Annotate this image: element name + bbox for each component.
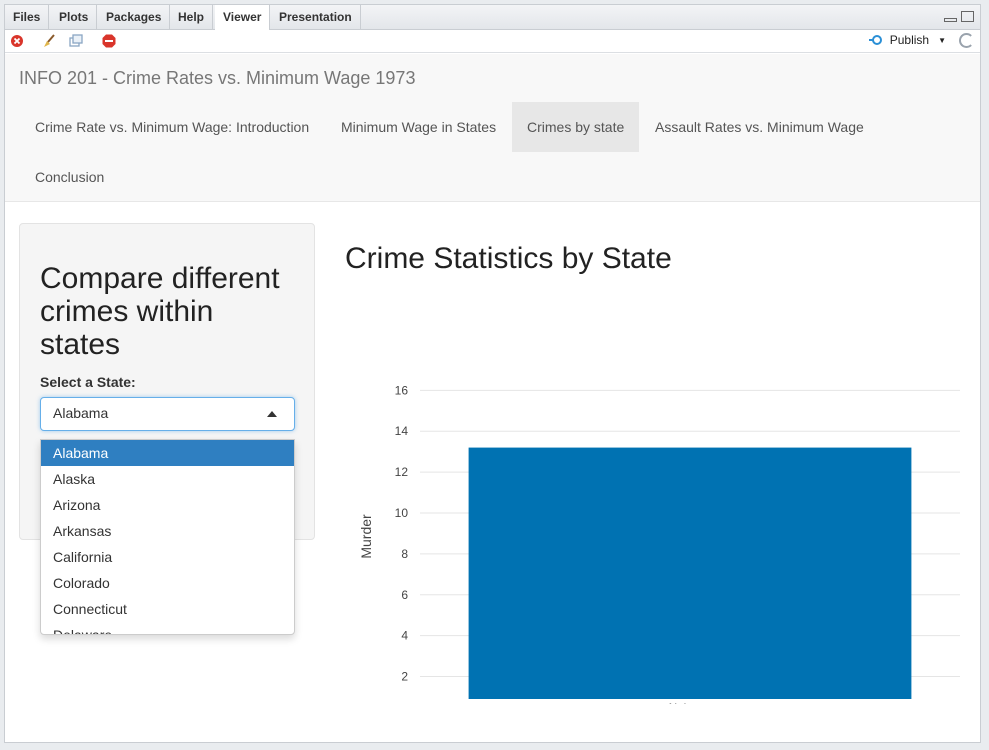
y-tick-label: 4: [401, 629, 408, 643]
dropdown-option[interactable]: Delaware: [53, 627, 113, 635]
tab-presentation[interactable]: Presentation: [271, 5, 361, 30]
y-tick-label: 10: [395, 506, 409, 520]
y-tick-label: 6: [401, 588, 408, 602]
caret-up-icon: [267, 411, 277, 417]
state-select[interactable]: Alabama: [40, 397, 295, 431]
bar-alabama[interactable]: [468, 447, 912, 699]
x-tick-label: Alabama: [666, 701, 714, 704]
y-tick-label: 16: [395, 383, 409, 397]
maximize-icon[interactable]: [961, 11, 974, 22]
y-tick-label: 12: [395, 465, 409, 479]
y-tick-label: 2: [401, 670, 408, 684]
window-controls: [944, 11, 974, 22]
viewer-toolbar: Publish ▼: [5, 30, 980, 53]
clear-broom-icon[interactable]: [42, 34, 56, 48]
state-dropdown-menu: Alabama Alaska Arizona Arkansas Californ…: [40, 439, 295, 635]
sidebar-heading: Compare different crimes within states: [40, 262, 280, 361]
nav-tab-assault-rates[interactable]: Assault Rates vs. Minimum Wage: [655, 119, 864, 135]
dropdown-option[interactable]: California: [53, 549, 113, 565]
chart-y-axis-label: Murder: [358, 514, 374, 559]
publish-button[interactable]: Publish ▼: [868, 33, 946, 47]
remove-viewer-icon[interactable]: [10, 34, 24, 48]
nav-tab-introduction[interactable]: Crime Rate vs. Minimum Wage: Introductio…: [35, 119, 310, 135]
app-navbar: INFO 201 - Crime Rates vs. Minimum Wage …: [5, 54, 980, 202]
shiny-app: INFO 201 - Crime Rates vs. Minimum Wage …: [5, 54, 980, 742]
main-title: Crime Statistics by State: [345, 242, 672, 275]
y-tick-label: 14: [395, 424, 409, 438]
tab-files[interactable]: Files: [5, 5, 50, 30]
dropdown-option[interactable]: Colorado: [53, 575, 110, 591]
publish-icon: [868, 35, 882, 45]
rstudio-viewer-pane: Files Plots Packages Help Viewer Present…: [4, 4, 981, 743]
select-state-label: Select a State:: [40, 374, 136, 390]
dropdown-option[interactable]: Connecticut: [53, 601, 127, 617]
stop-icon[interactable]: [102, 34, 116, 48]
chart-y-ticks: 2 4 6 8 10 12 14 16: [395, 383, 409, 683]
dropdown-option[interactable]: Arkansas: [53, 523, 112, 539]
nav-tab-minimum-wage[interactable]: Minimum Wage in States: [341, 119, 497, 135]
app-title: INFO 201 - Crime Rates vs. Minimum Wage …: [19, 68, 416, 88]
popout-window-icon[interactable]: [69, 34, 83, 48]
tab-viewer[interactable]: Viewer: [215, 5, 271, 31]
tab-packages[interactable]: Packages: [98, 5, 171, 30]
tab-plots[interactable]: Plots: [51, 5, 98, 30]
chart-x-ticks: Alabama: [666, 701, 714, 704]
state-select-value: Alabama: [53, 405, 109, 421]
dropdown-option[interactable]: Alabama: [41, 440, 294, 466]
dropdown-option[interactable]: Alaska: [53, 471, 96, 487]
chevron-down-icon: ▼: [938, 35, 946, 45]
chart-bars: [468, 447, 912, 699]
refresh-icon[interactable]: [959, 33, 974, 48]
tab-help[interactable]: Help: [170, 5, 214, 30]
nav-tab-conclusion[interactable]: Conclusion: [35, 169, 105, 185]
minimize-icon[interactable]: [944, 18, 957, 22]
y-tick-label: 8: [401, 547, 408, 561]
publish-label: Publish: [889, 33, 930, 47]
nav-tab-crimes-by-state[interactable]: Crimes by state: [512, 102, 640, 152]
dropdown-option[interactable]: Arizona: [53, 497, 101, 513]
pane-tabbar: Files Plots Packages Help Viewer Present…: [5, 5, 980, 31]
